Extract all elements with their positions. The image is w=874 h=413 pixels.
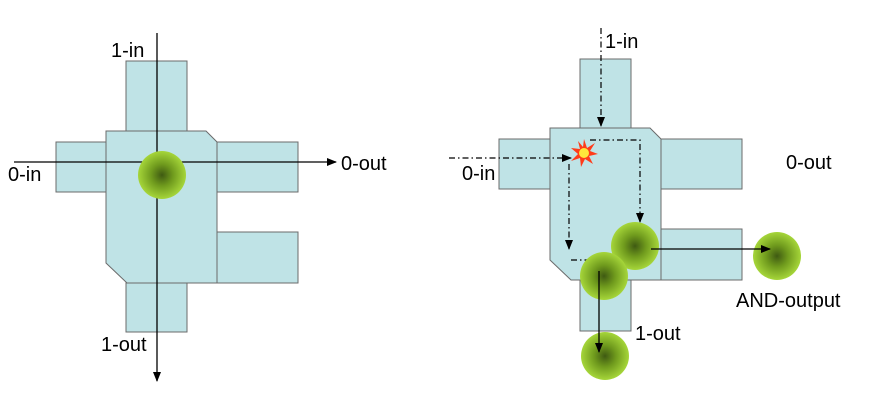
right-label-1-out: 1-out — [635, 323, 681, 345]
right-label-1-in: 1-in — [605, 31, 638, 53]
right-ball-upper — [611, 222, 659, 270]
right-left-arm — [498, 138, 552, 190]
right-right-upper-arm — [660, 138, 743, 190]
right-right-lower-arm — [660, 228, 743, 281]
left-center-body — [105, 130, 218, 284]
left-right-upper-arm — [216, 141, 299, 193]
left-center-ball — [138, 151, 186, 199]
right-label-0-out: 0-out — [786, 152, 832, 174]
one-out-ball — [581, 332, 629, 380]
right-deflect-path-a — [590, 139, 644, 223]
right-top-arm — [579, 58, 632, 131]
left-label-1-out: 1-out — [101, 334, 147, 356]
left-right-lower-arm — [216, 231, 299, 284]
right-label-and-output: AND-output — [736, 290, 841, 312]
left-left-arm — [55, 141, 109, 193]
left-label-0-in: 0-in — [8, 164, 41, 186]
left-gate: 1-in 0-in 0-out 1-out — [8, 33, 387, 382]
right-ball-lower — [580, 252, 628, 300]
left-label-0-out: 0-out — [341, 153, 387, 175]
collision-spark-icon — [571, 139, 598, 167]
right-label-0-in: 0-in — [462, 163, 495, 185]
right-gate: 1-in 0-in 0-out 1-out AND-output — [449, 28, 841, 380]
left-label-1-in: 1-in — [111, 40, 144, 62]
and-output-ball — [753, 232, 801, 280]
left-gate-block — [55, 60, 299, 333]
